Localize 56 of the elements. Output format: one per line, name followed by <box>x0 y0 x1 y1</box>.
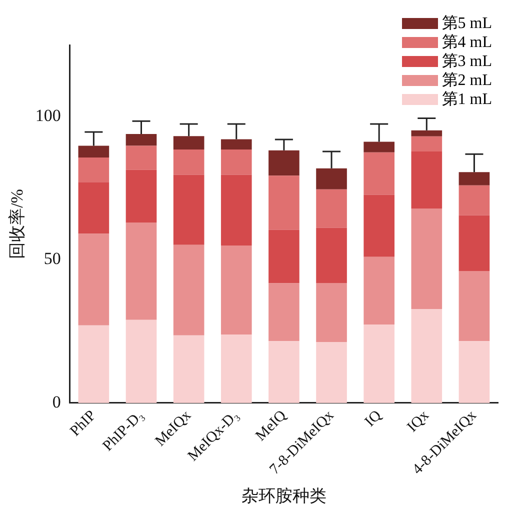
bar <box>316 282 347 342</box>
bar <box>458 185 490 216</box>
bar <box>458 341 490 403</box>
bar <box>411 208 442 310</box>
bar <box>316 189 347 228</box>
bar <box>411 136 442 152</box>
bar <box>126 222 157 320</box>
bar <box>364 256 394 324</box>
legend-label: 第2 mL <box>442 71 492 90</box>
bar <box>268 230 300 284</box>
bar <box>126 320 157 403</box>
bar <box>78 325 110 403</box>
bar <box>458 270 490 342</box>
bar <box>220 139 252 150</box>
bar <box>220 174 252 246</box>
bar <box>268 283 300 342</box>
bar <box>173 136 204 150</box>
bar <box>364 142 394 152</box>
bar <box>316 228 347 283</box>
y-tick-label: 50 <box>44 249 61 268</box>
bar <box>458 172 490 186</box>
bar <box>364 324 394 403</box>
bar <box>78 158 110 182</box>
bar <box>220 245 252 335</box>
bar <box>364 152 394 195</box>
bar <box>173 150 204 175</box>
bar <box>458 215 490 271</box>
legend-label: 第4 mL <box>442 33 492 52</box>
x-axis-title: 杂环胺种类 <box>241 486 326 506</box>
y-tick-label: 100 <box>35 106 61 126</box>
bar <box>220 150 252 175</box>
legend-label: 第3 mL <box>442 52 492 71</box>
bar <box>268 150 300 176</box>
x-tick-label: IQ <box>362 408 385 430</box>
bar <box>220 334 252 403</box>
bar <box>316 168 347 190</box>
bar <box>364 194 394 257</box>
bar <box>78 146 110 158</box>
y-axis-title: 回收率/% <box>8 189 27 259</box>
legend-label: 第1 mL <box>442 90 492 109</box>
bar <box>411 152 442 209</box>
bar <box>126 134 157 146</box>
bar <box>173 244 204 336</box>
bar <box>411 309 442 403</box>
legend-label: 第5 mL <box>442 14 492 33</box>
bar <box>173 335 204 403</box>
bar <box>268 176 300 230</box>
bar <box>78 234 110 326</box>
bar <box>268 341 300 403</box>
bar <box>316 342 347 403</box>
bar <box>126 146 157 170</box>
bar <box>126 170 157 223</box>
bar <box>78 182 110 234</box>
bar <box>173 174 204 245</box>
bar <box>411 130 442 136</box>
y-tick-label: 0 <box>52 392 61 412</box>
